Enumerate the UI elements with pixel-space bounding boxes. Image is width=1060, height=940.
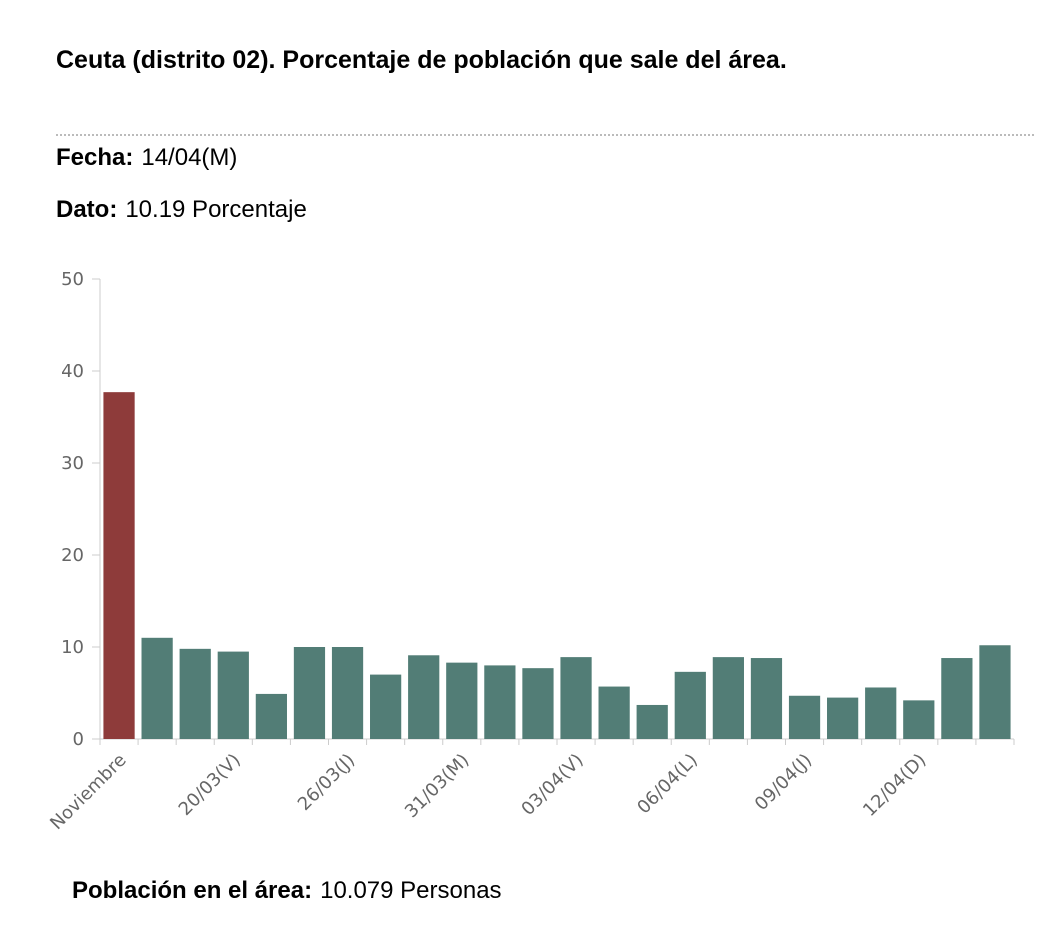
bar bbox=[522, 668, 554, 739]
x-tick-label: 03/04(V) bbox=[517, 750, 587, 820]
bar bbox=[788, 695, 821, 739]
bar bbox=[408, 655, 440, 739]
y-tick-label: 20 bbox=[61, 545, 84, 566]
bar bbox=[370, 674, 402, 739]
fecha-value: 14/04(M) bbox=[141, 144, 238, 171]
bar bbox=[484, 665, 516, 739]
bar bbox=[865, 687, 897, 739]
dato-label: Dato: bbox=[56, 196, 118, 223]
footer-label: Población en el área: bbox=[72, 877, 313, 904]
x-tick-label: 26/03(J) bbox=[294, 750, 359, 815]
x-tick-label: 20/03(V) bbox=[175, 750, 245, 820]
bar bbox=[255, 693, 287, 739]
bar bbox=[217, 651, 249, 739]
bar bbox=[141, 637, 173, 739]
bar bbox=[103, 392, 135, 739]
bar bbox=[560, 657, 592, 739]
y-tick-label: 10 bbox=[61, 637, 84, 658]
x-tick-label: 31/03(M) bbox=[401, 750, 473, 822]
bar bbox=[979, 645, 1011, 739]
footer-value: 10.079 Personas bbox=[320, 877, 502, 904]
bar bbox=[293, 647, 326, 739]
bar bbox=[941, 658, 973, 739]
x-tick-label: 06/04(L) bbox=[633, 750, 702, 819]
y-tick-label: 30 bbox=[61, 453, 84, 474]
x-tick-label: Noviembre bbox=[46, 750, 130, 834]
title: Ceuta (distrito 02). Porcentaje de pobla… bbox=[56, 46, 787, 74]
bar bbox=[827, 697, 859, 739]
bar bbox=[903, 700, 935, 739]
bar bbox=[446, 662, 478, 739]
y-tick-label: 0 bbox=[73, 729, 84, 750]
bar bbox=[750, 658, 783, 739]
separator bbox=[56, 134, 1034, 136]
fecha-label: Fecha: bbox=[56, 144, 134, 171]
x-tick-label: 12/04(D) bbox=[859, 750, 930, 821]
x-tick-label: 09/04(J) bbox=[751, 750, 816, 815]
dato-value: 10.19 Porcentaje bbox=[125, 196, 307, 223]
bar bbox=[636, 704, 668, 739]
bar bbox=[712, 657, 744, 739]
bar bbox=[179, 648, 211, 739]
bar bbox=[598, 686, 630, 739]
footer: Población en el área: 10.079 Personas bbox=[72, 877, 502, 905]
y-tick-label: 40 bbox=[61, 361, 84, 382]
y-tick-label: 50 bbox=[61, 269, 84, 290]
chart: 0 10 20 30 40 50 Noviembre 20/03(V) 26/03(J) 31/0… bbox=[46, 269, 1015, 834]
fecha-row: Fecha: 14/04(M) bbox=[56, 144, 237, 172]
dato-row: Dato: 10.19 Porcentaje bbox=[56, 196, 307, 224]
bar bbox=[331, 647, 364, 739]
bar bbox=[674, 671, 706, 739]
